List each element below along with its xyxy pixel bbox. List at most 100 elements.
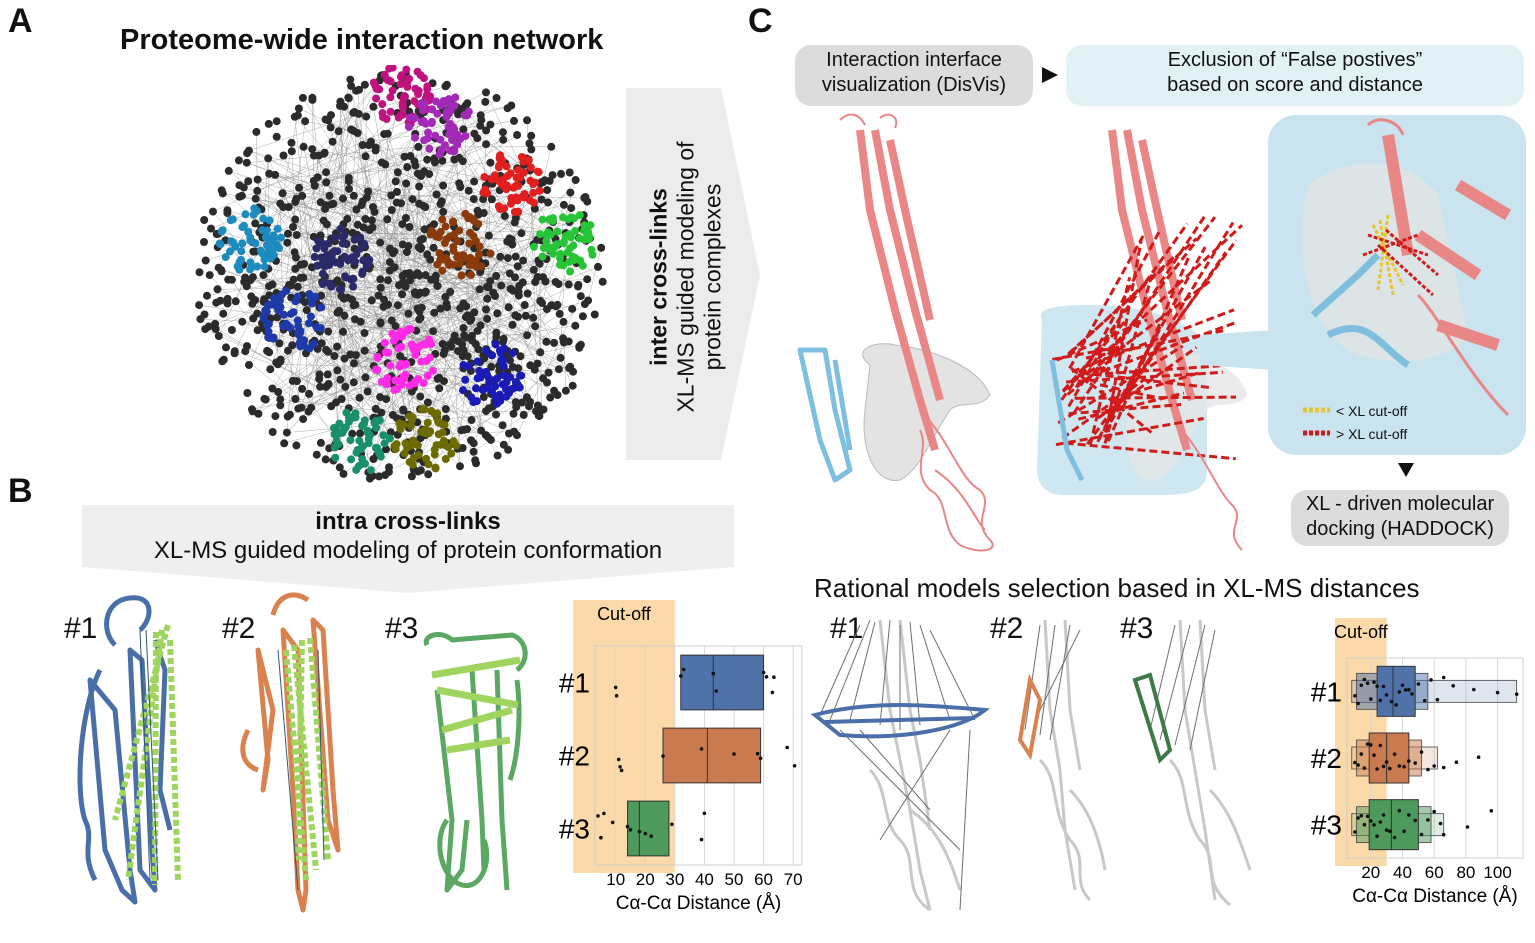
network-node xyxy=(513,131,522,139)
data-point xyxy=(1372,753,1376,757)
network-cluster-node xyxy=(411,350,420,359)
network-node xyxy=(503,104,512,113)
network-edge xyxy=(320,175,422,296)
network-node xyxy=(574,280,583,289)
network-cluster-node xyxy=(357,459,366,468)
data-point xyxy=(1489,809,1494,813)
network-cluster-node xyxy=(449,217,457,226)
network-cluster-node xyxy=(465,239,474,248)
x-tick-label: 50 xyxy=(725,870,744,889)
network-node xyxy=(321,455,330,464)
network-edge xyxy=(328,120,542,241)
network-cluster-node xyxy=(408,413,417,422)
data-point xyxy=(1419,750,1424,754)
network-cluster-node xyxy=(427,117,436,126)
network-cluster-node xyxy=(526,176,535,185)
network-node xyxy=(511,252,520,261)
network-node xyxy=(243,149,252,158)
network-node xyxy=(513,431,521,440)
network-edge xyxy=(277,364,574,372)
network-node xyxy=(566,362,575,371)
data-point xyxy=(1432,809,1436,814)
network-node xyxy=(523,116,531,125)
network-node xyxy=(273,313,282,322)
network-node xyxy=(291,215,300,224)
network-cluster-node xyxy=(310,253,319,261)
network-edge xyxy=(345,133,416,232)
network-edge xyxy=(275,174,357,210)
network-node xyxy=(439,181,448,190)
data-point xyxy=(1392,835,1397,840)
network-node xyxy=(334,127,343,136)
network-edge xyxy=(248,150,558,245)
data-point xyxy=(732,752,736,756)
crosslink-line xyxy=(1065,441,1236,461)
network-cluster-node xyxy=(472,262,481,271)
network-node xyxy=(460,425,469,434)
network-cluster-node xyxy=(336,224,345,233)
network-node xyxy=(482,407,491,416)
network-cluster-node xyxy=(364,439,373,448)
x-tick-label: 30 xyxy=(665,870,684,889)
network-node xyxy=(398,220,407,229)
network-node xyxy=(264,119,273,128)
data-point xyxy=(1389,699,1394,704)
network-node xyxy=(323,370,332,379)
network-nodes xyxy=(195,65,607,483)
network-node xyxy=(539,405,548,414)
network-node xyxy=(510,116,518,125)
network-cluster-node xyxy=(459,386,467,395)
network-cluster-node xyxy=(490,171,499,180)
network-node xyxy=(535,259,544,268)
network-cluster-node xyxy=(427,340,436,349)
data-point xyxy=(599,835,603,840)
inter-crosslinks-label: inter cross-links XL-MS guided modeling … xyxy=(646,97,727,457)
network-cluster-node xyxy=(334,440,343,449)
data-point xyxy=(625,824,630,829)
network-node xyxy=(203,291,211,300)
network-node xyxy=(245,361,253,369)
network-cluster-node xyxy=(513,196,522,205)
network-node xyxy=(385,258,394,267)
network-node xyxy=(499,440,508,449)
data-point xyxy=(1413,818,1417,823)
network-node xyxy=(474,345,483,354)
disvis-step-box: Interaction interface visualization (Dis… xyxy=(795,45,1033,106)
network-node xyxy=(299,273,308,282)
box xyxy=(1368,732,1410,784)
intra-crosslinks-text: intra cross-links XL-MS guided modeling … xyxy=(82,507,734,565)
network-edge xyxy=(313,236,381,243)
network-node xyxy=(476,121,485,130)
network-node xyxy=(410,288,419,297)
network-node xyxy=(561,386,570,395)
network-edge xyxy=(526,204,565,336)
network-edge xyxy=(308,306,467,412)
network-cluster-node xyxy=(495,390,504,399)
network-node xyxy=(339,294,348,303)
network-cluster-node xyxy=(246,258,255,267)
network-node xyxy=(500,211,509,220)
network-node xyxy=(223,294,232,303)
x-tick-label: 80 xyxy=(1456,863,1475,882)
network-cluster-node xyxy=(472,397,481,406)
network-cluster-node xyxy=(397,332,406,341)
network-cluster-node xyxy=(510,208,519,216)
crosslink-line xyxy=(1077,391,1185,421)
network-node xyxy=(470,177,479,186)
network-cluster-node xyxy=(503,171,512,180)
network-node xyxy=(483,294,492,303)
network-cluster-node xyxy=(434,430,443,439)
network-node xyxy=(322,168,331,177)
network-node xyxy=(247,292,256,301)
model-3-structure xyxy=(423,632,528,893)
network-node xyxy=(369,102,378,111)
network-cluster-node xyxy=(264,320,273,328)
data-point xyxy=(1353,830,1357,834)
network-node xyxy=(288,376,297,385)
network-edge xyxy=(248,86,446,151)
network-cluster-node xyxy=(556,260,564,269)
network-cluster-node xyxy=(351,413,360,422)
network-node xyxy=(362,112,371,121)
network-node xyxy=(553,300,562,309)
crosslink-line xyxy=(1070,367,1153,434)
